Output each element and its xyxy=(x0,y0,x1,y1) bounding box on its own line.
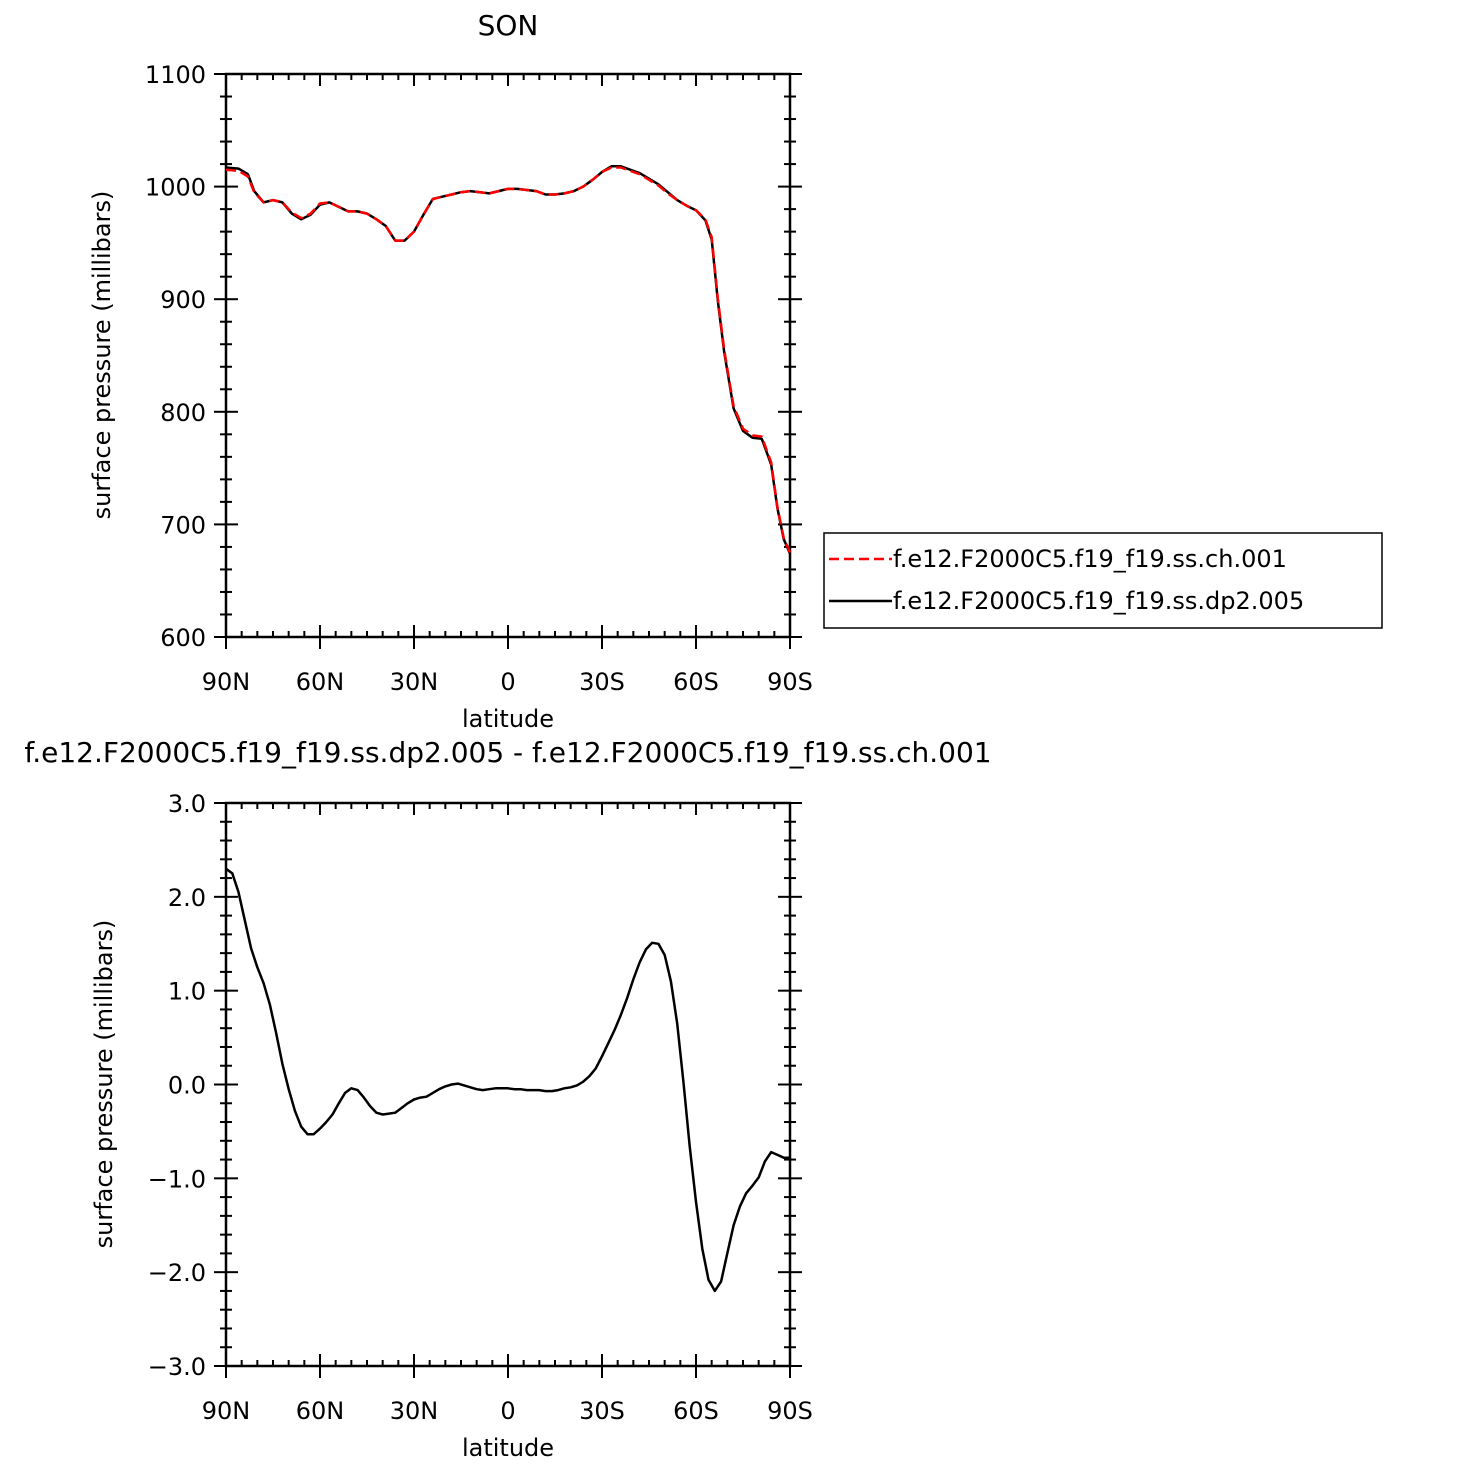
bottom-y-tick-label: 1.0 xyxy=(168,978,206,1006)
top-y-tick-label: 800 xyxy=(160,399,206,427)
top-x-tick-label: 90S xyxy=(767,668,813,696)
bottom-y-tick-label: 3.0 xyxy=(168,790,206,818)
bottom-y-tick-label: −2.0 xyxy=(148,1259,206,1287)
bottom-x-tick-label: 90N xyxy=(202,1397,251,1425)
bottom-x-tick-label: 30S xyxy=(579,1397,625,1425)
top-x-tick-label: 0 xyxy=(500,668,515,696)
top-y-tick-label: 1100 xyxy=(145,61,206,89)
top-y-tick-label: 1000 xyxy=(145,174,206,202)
bottom-chart: f.e12.F2000C5.f19_f19.ss.dp2.005 - f.e12… xyxy=(24,736,991,1462)
top-y-tick-label: 600 xyxy=(160,624,206,652)
top-series-line-0 xyxy=(225,166,792,553)
legend-label-ch001: f.e12.F2000C5.f19_f19.ss.ch.001 xyxy=(893,545,1287,573)
top-y-tick-label: 700 xyxy=(160,511,206,539)
bottom-y-tick-label: −3.0 xyxy=(148,1353,206,1381)
top-y-tick-label: 900 xyxy=(160,286,206,314)
bottom-chart-title: f.e12.F2000C5.f19_f19.ss.dp2.005 - f.e12… xyxy=(24,736,991,769)
top-x-axis-label: latitude xyxy=(462,705,554,733)
top-y-axis-label: surface pressure (millibars) xyxy=(88,191,116,520)
bottom-y-axis-label: surface pressure (millibars) xyxy=(90,920,118,1249)
legend-box xyxy=(823,532,1383,629)
bottom-x-tick-label: 60S xyxy=(673,1397,719,1425)
legend: f.e12.F2000C5.f19_f19.ss.ch.001 f.e12.F2… xyxy=(823,532,1383,629)
bottom-x-tick-label: 60N xyxy=(296,1397,345,1425)
bottom-x-tick-label: 0 xyxy=(500,1397,515,1425)
top-x-tick-label: 60S xyxy=(673,668,719,696)
bottom-y-tick-label: 2.0 xyxy=(168,884,206,912)
top-x-tick-label: 90N xyxy=(202,668,251,696)
legend-label-dp2005: f.e12.F2000C5.f19_f19.ss.dp2.005 xyxy=(893,587,1304,615)
top-chart-title: SON xyxy=(478,9,539,42)
top-plot-area: 90N 60N 30N 0 30S 60S 90S 600 700 800 900 1000 1100 xyxy=(145,61,813,696)
bottom-x-tick-label: 30N xyxy=(390,1397,439,1425)
bottom-plot-area: 90N 60N 30N 0 30S 60S 90S −3.0 −2.0 −1.0 0.0 1.0 2.0… xyxy=(148,790,813,1425)
top-x-tick-label: 30S xyxy=(579,668,625,696)
bottom-x-axis-label: latitude xyxy=(462,1434,554,1462)
top-chart: SON 90N 60N 30N 0 30S 60S 90S 600 700 800 900 1000 1… xyxy=(88,9,813,733)
top-x-tick-label: 30N xyxy=(390,668,439,696)
bottom-series-line-0 xyxy=(225,867,790,1293)
top-x-tick-label: 60N xyxy=(296,668,345,696)
bottom-x-tick-label: 90S xyxy=(767,1397,813,1425)
bottom-y-tick-label: −1.0 xyxy=(148,1165,206,1193)
bottom-y-tick-label: 0.0 xyxy=(168,1072,206,1100)
